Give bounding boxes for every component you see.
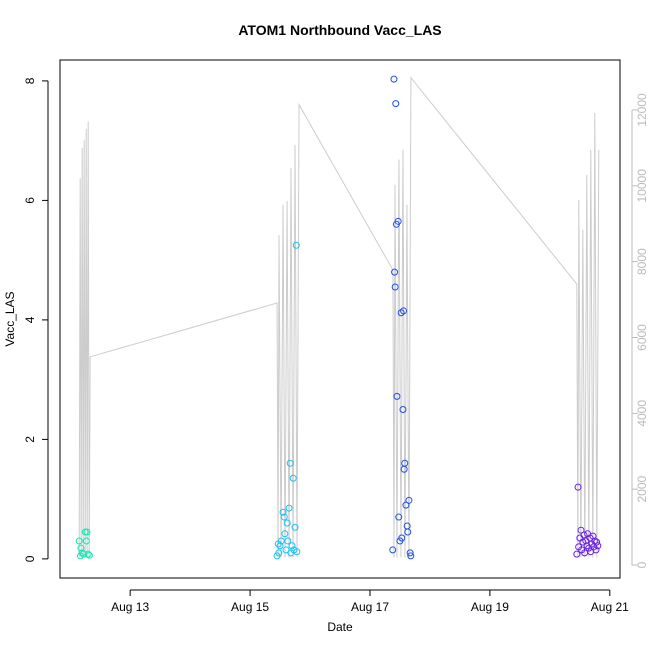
- point: [594, 542, 602, 550]
- plot-box: [59, 59, 621, 579]
- point: [284, 537, 292, 545]
- point: [389, 546, 397, 554]
- point: [293, 548, 301, 556]
- point: [291, 523, 299, 531]
- point: [75, 537, 83, 545]
- point: [280, 513, 288, 521]
- point: [400, 307, 408, 315]
- y2-tick-label: 4000: [635, 400, 649, 427]
- y2-tick-label: 2000: [635, 475, 649, 502]
- point: [394, 217, 402, 225]
- point: [83, 528, 91, 536]
- point: [275, 549, 283, 557]
- point: [589, 532, 597, 540]
- point: [285, 504, 293, 512]
- x-tick-label: Aug 13: [111, 600, 149, 614]
- point: [393, 392, 401, 400]
- point: [395, 513, 403, 521]
- y2-tick-label: 8000: [635, 248, 649, 275]
- point: [276, 542, 284, 550]
- point: [392, 100, 400, 108]
- chart-title: ATOM1 Northbound Vacc_LAS: [238, 22, 441, 38]
- x-axis-label: Date: [327, 620, 353, 634]
- y2-tick-label: 6000: [635, 324, 649, 351]
- point: [405, 496, 413, 504]
- point: [289, 474, 297, 482]
- point: [401, 459, 409, 467]
- point: [406, 549, 414, 557]
- x-tick-label: Aug 21: [591, 600, 629, 614]
- y2-tick-label: 0: [635, 561, 649, 568]
- y-tick-label: 0: [23, 555, 37, 562]
- y2-tick-label: 10000: [635, 169, 649, 203]
- y-axis-label: Vacc_LAS: [3, 291, 17, 346]
- point: [292, 241, 300, 249]
- point: [82, 537, 90, 545]
- y-tick-label: 2: [23, 436, 37, 443]
- point: [593, 538, 601, 546]
- point: [283, 519, 291, 527]
- point: [574, 483, 582, 491]
- point: [391, 268, 399, 276]
- point: [592, 546, 600, 554]
- y2-tick-label: 12000: [635, 93, 649, 127]
- point: [279, 508, 287, 516]
- point: [573, 550, 581, 558]
- point: [390, 75, 398, 83]
- point: [399, 406, 407, 414]
- x-tick-label: Aug 15: [231, 600, 269, 614]
- point: [281, 530, 289, 538]
- x-tick-label: Aug 17: [351, 600, 389, 614]
- y-tick-label: 6: [23, 197, 37, 204]
- point: [277, 537, 285, 545]
- point: [404, 528, 412, 536]
- point: [391, 283, 399, 291]
- x-tick-label: Aug 19: [471, 600, 509, 614]
- point: [77, 544, 85, 552]
- point: [286, 459, 294, 467]
- point: [398, 534, 406, 542]
- y-tick-label: 8: [23, 77, 37, 84]
- point: [407, 552, 415, 560]
- point: [288, 542, 296, 550]
- y-tick-label: 4: [23, 316, 37, 323]
- point: [84, 550, 92, 558]
- point: [85, 551, 93, 559]
